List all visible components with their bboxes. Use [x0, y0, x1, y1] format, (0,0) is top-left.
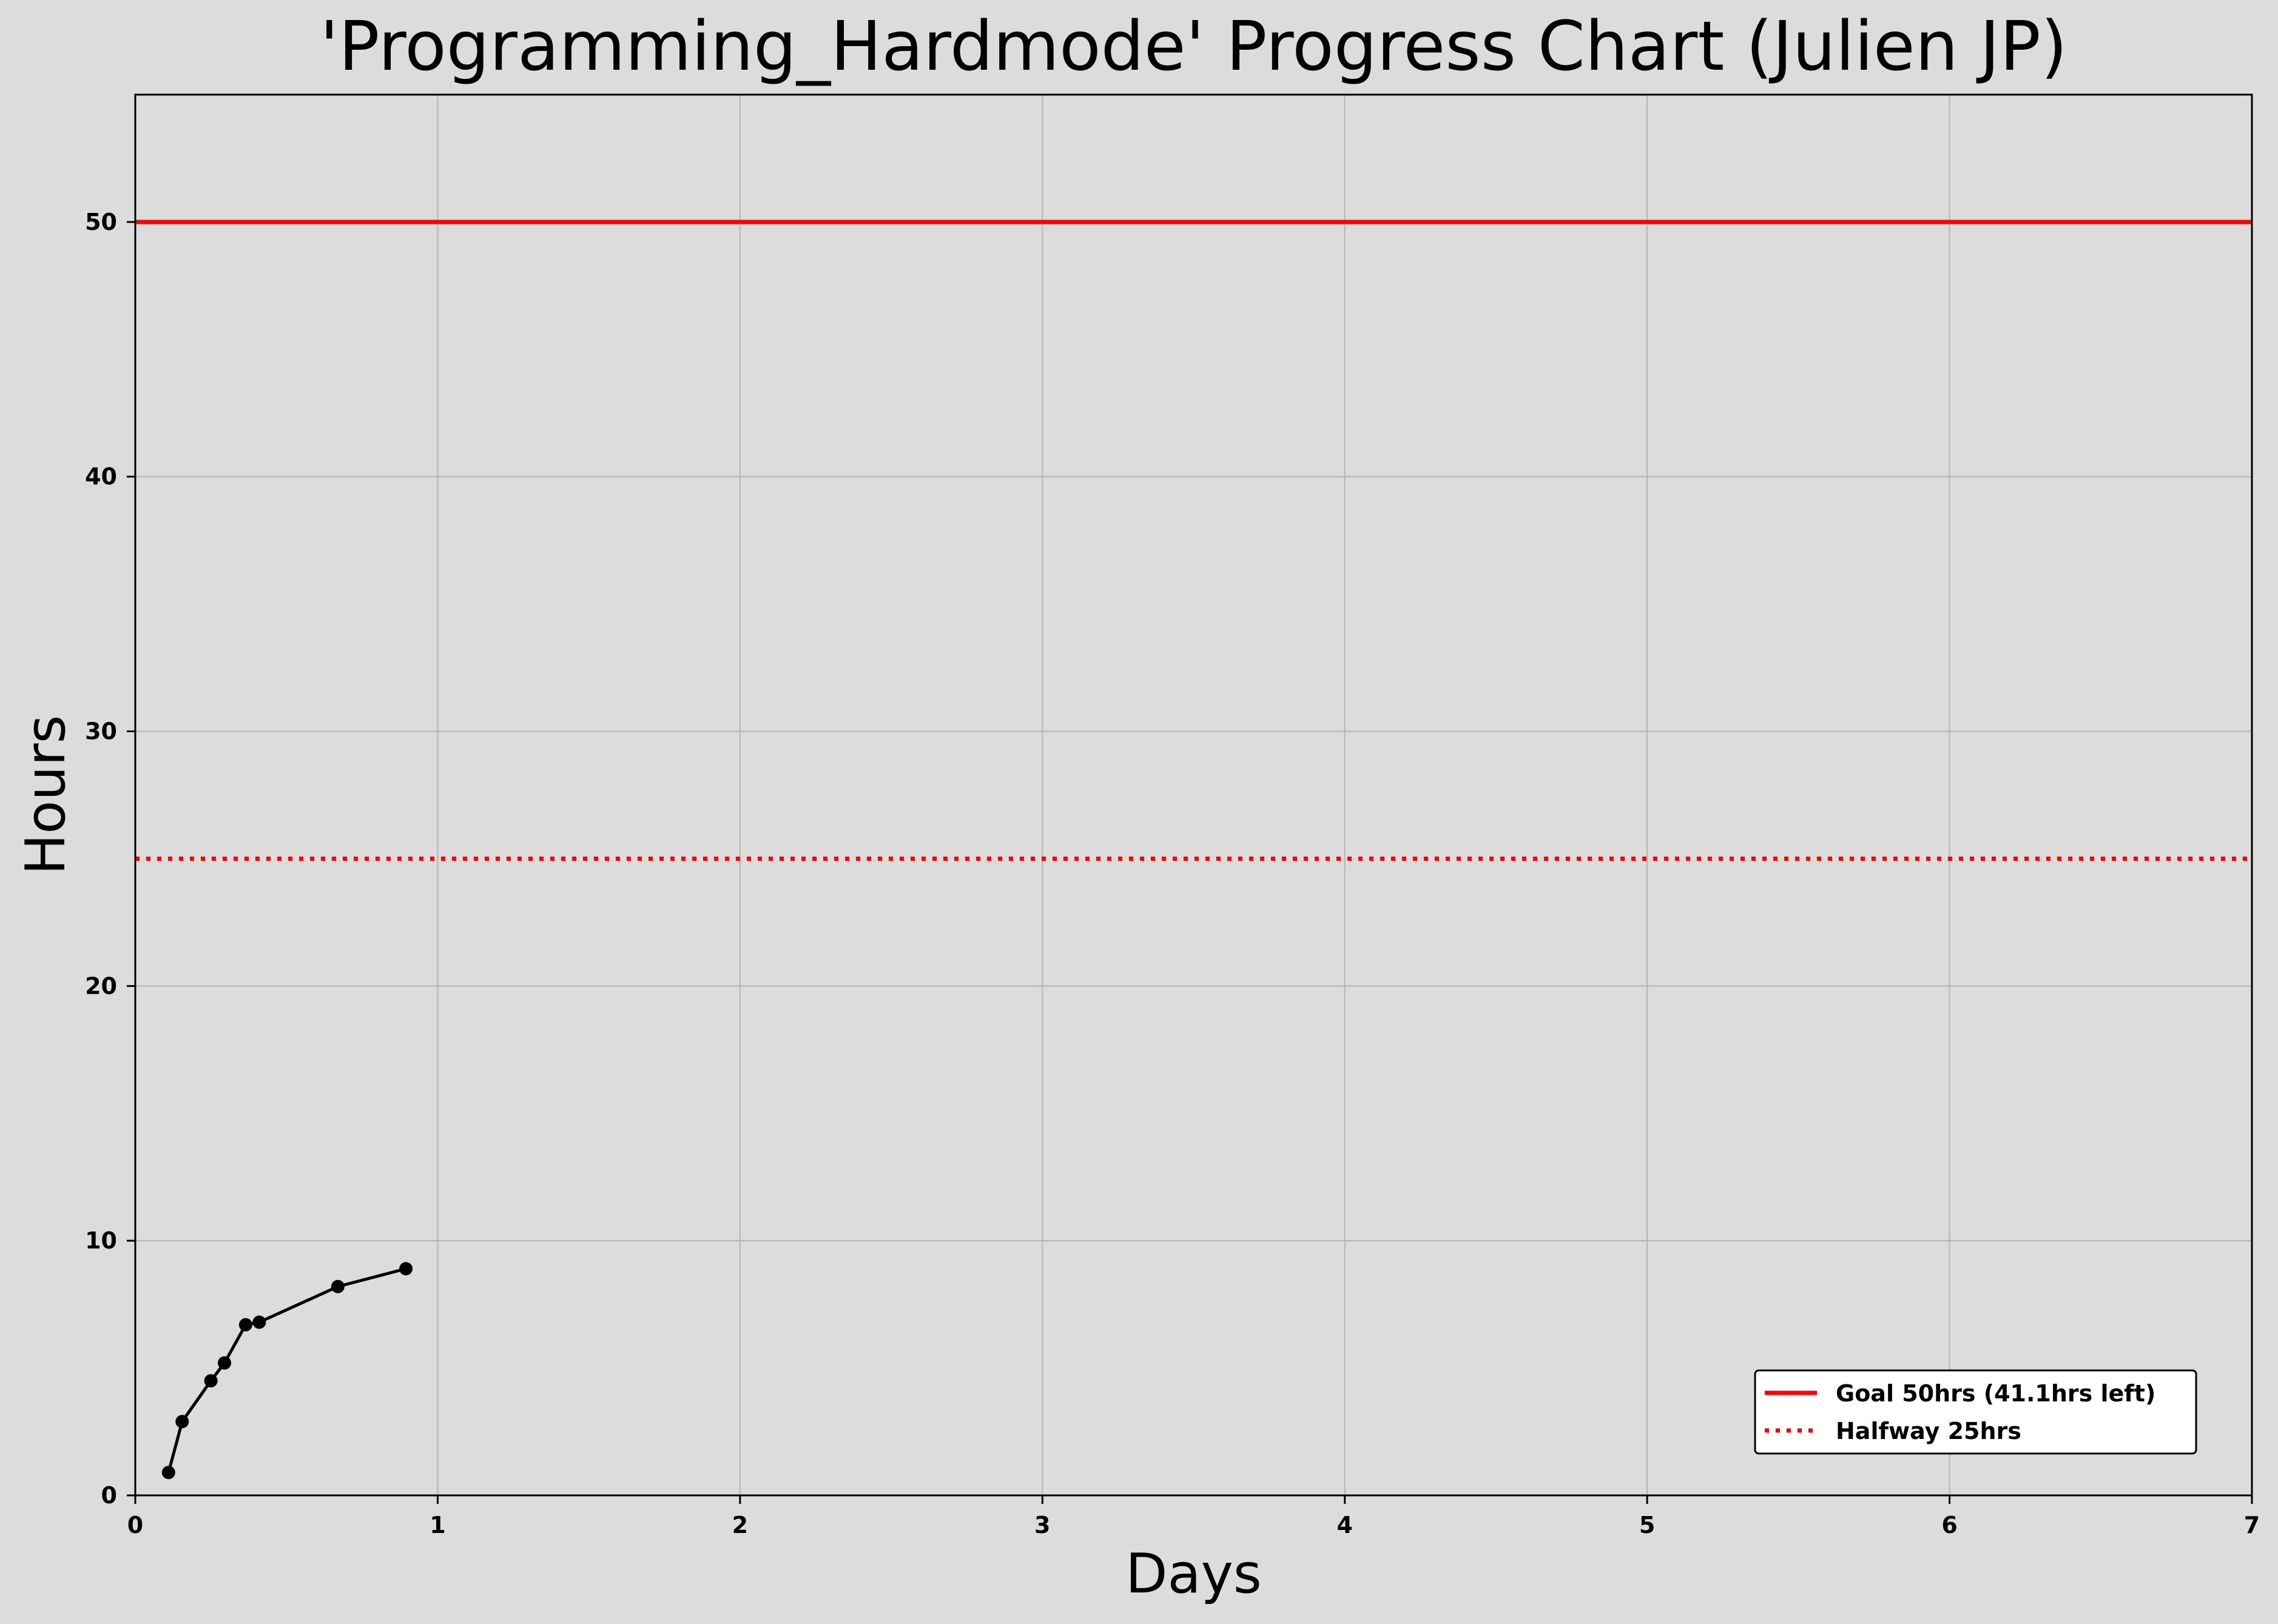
legend-box [1754, 1369, 2197, 1455]
data-point-3 [218, 1356, 232, 1370]
x-tick-label-6: 6 [1941, 1512, 1957, 1538]
data-point-1 [175, 1415, 189, 1429]
x-axis-label: Days [1125, 1542, 1262, 1606]
y-tick-label-40: 40 [85, 463, 117, 490]
legend: Goal 50hrs (41.1hrs left) Halfway 25hrs [1754, 1369, 2197, 1455]
series-line-0 [167, 1267, 406, 1473]
y-tick-label-20: 20 [85, 972, 117, 999]
x-tick-label-7: 7 [2244, 1512, 2260, 1538]
y-tick-label-0: 0 [101, 1482, 117, 1509]
data-point-0 [161, 1466, 175, 1480]
data-point-6 [331, 1279, 345, 1293]
x-tick-label-3: 3 [1034, 1512, 1050, 1538]
plot-frame [134, 93, 2253, 1497]
y-axis-label: Hours [14, 715, 78, 875]
x-tick-label-5: 5 [1639, 1512, 1655, 1538]
data-point-2 [204, 1374, 218, 1388]
x-tick-label-2: 2 [732, 1512, 748, 1538]
legend-label-goal: Goal 50hrs (41.1hrs left) [1836, 1380, 2155, 1407]
y-tick-label-30: 30 [85, 718, 117, 745]
data-point-7 [399, 1262, 413, 1276]
y-tick-label-50: 50 [85, 209, 117, 235]
series-layer [161, 1262, 413, 1480]
legend-label-halfway: Halfway 25hrs [1836, 1418, 2021, 1444]
x-tick-label-1: 1 [430, 1512, 445, 1538]
x-tick-label-0: 0 [127, 1512, 143, 1538]
y-tick-label-10: 10 [85, 1227, 117, 1254]
tick-layer: 0 1 2 3 4 5 6 7 0 10 20 30 40 50 [85, 209, 2260, 1538]
reference-lines-layer [135, 220, 2252, 861]
chart-title: 'Programming_Hardmode' Progress Chart (J… [320, 7, 2067, 86]
data-point-4 [238, 1318, 252, 1332]
x-tick-label-4: 4 [1336, 1512, 1352, 1538]
data-point-5 [252, 1315, 266, 1329]
